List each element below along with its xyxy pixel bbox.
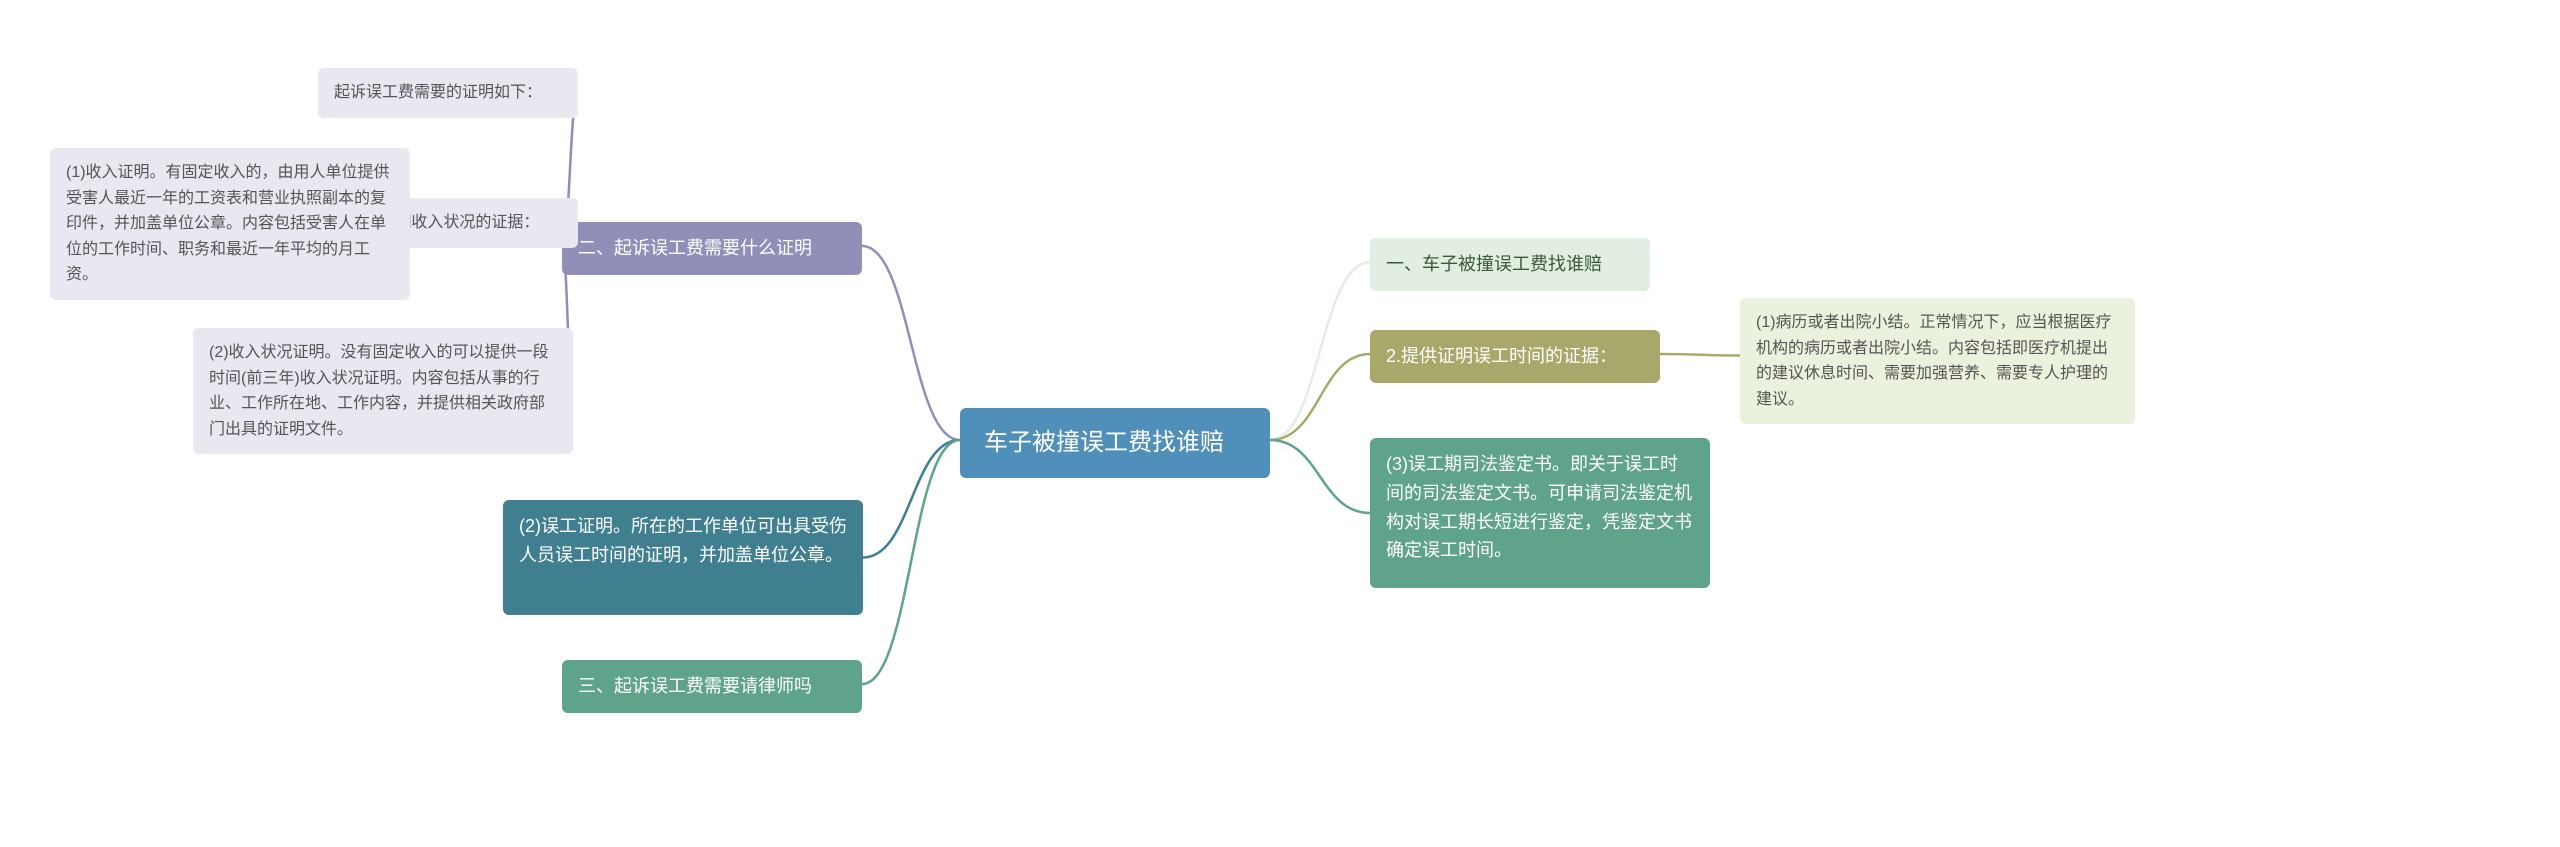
branch-left-1c: (2)收入状况证明。没有固定收入的可以提供一段时间(前三年)收入状况证明。内容包… (193, 328, 573, 454)
branch-right-1: 一、车子被撞误工费找谁赔 (1370, 238, 1650, 291)
branch-left-2: (2)误工证明。所在的工作单位可出具受伤人员误工时间的证明，并加盖单位公章。 (503, 500, 863, 615)
branch-right-3: (3)误工期司法鉴定书。即关于误工时间的司法鉴定文书。可申请司法鉴定机构对误工期… (1370, 438, 1710, 588)
mindmap-canvas: 车子被撞误工费找谁赔 一、车子被撞误工费找谁赔 2.提供证明误工时间的证据： (… (0, 0, 2560, 847)
branch-left-1: 二、起诉误工费需要什么证明 (562, 222, 862, 275)
branch-left-3: 三、起诉误工费需要请律师吗 (562, 660, 862, 713)
branch-right-2a: (1)病历或者出院小结。正常情况下，应当根据医疗机构的病历或者出院小结。内容包括… (1740, 298, 2135, 424)
branch-left-1b1: (1)收入证明。有固定收入的，由用人单位提供受害人最近一年的工资表和营业执照副本… (50, 148, 410, 300)
branch-right-2: 2.提供证明误工时间的证据： (1370, 330, 1660, 383)
root-node: 车子被撞误工费找谁赔 (960, 408, 1270, 478)
branch-left-1a: 起诉误工费需要的证明如下： (318, 68, 578, 118)
